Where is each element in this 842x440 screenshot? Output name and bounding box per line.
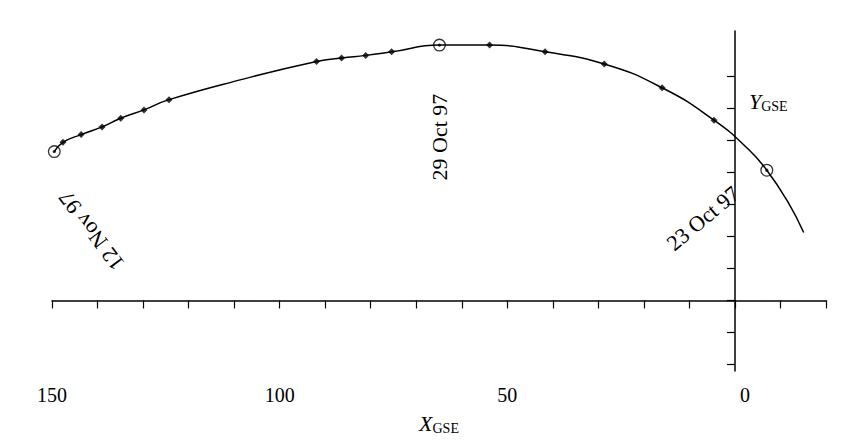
svg-text:50: 50 bbox=[497, 384, 517, 406]
svg-text:150: 150 bbox=[37, 384, 67, 406]
svg-text:Y: Y bbox=[748, 89, 762, 115]
svg-text:23 Oct 97: 23 Oct 97 bbox=[662, 181, 745, 256]
svg-text:29 Oct 97: 29 Oct 97 bbox=[427, 94, 452, 181]
svg-text:X: X bbox=[419, 410, 433, 436]
svg-text:GSE: GSE bbox=[432, 421, 458, 436]
svg-text:GSE: GSE bbox=[761, 99, 787, 114]
svg-text:0: 0 bbox=[740, 384, 750, 406]
svg-text:12 Nov 97: 12 Nov 97 bbox=[53, 186, 129, 275]
svg-text:100: 100 bbox=[265, 384, 295, 406]
